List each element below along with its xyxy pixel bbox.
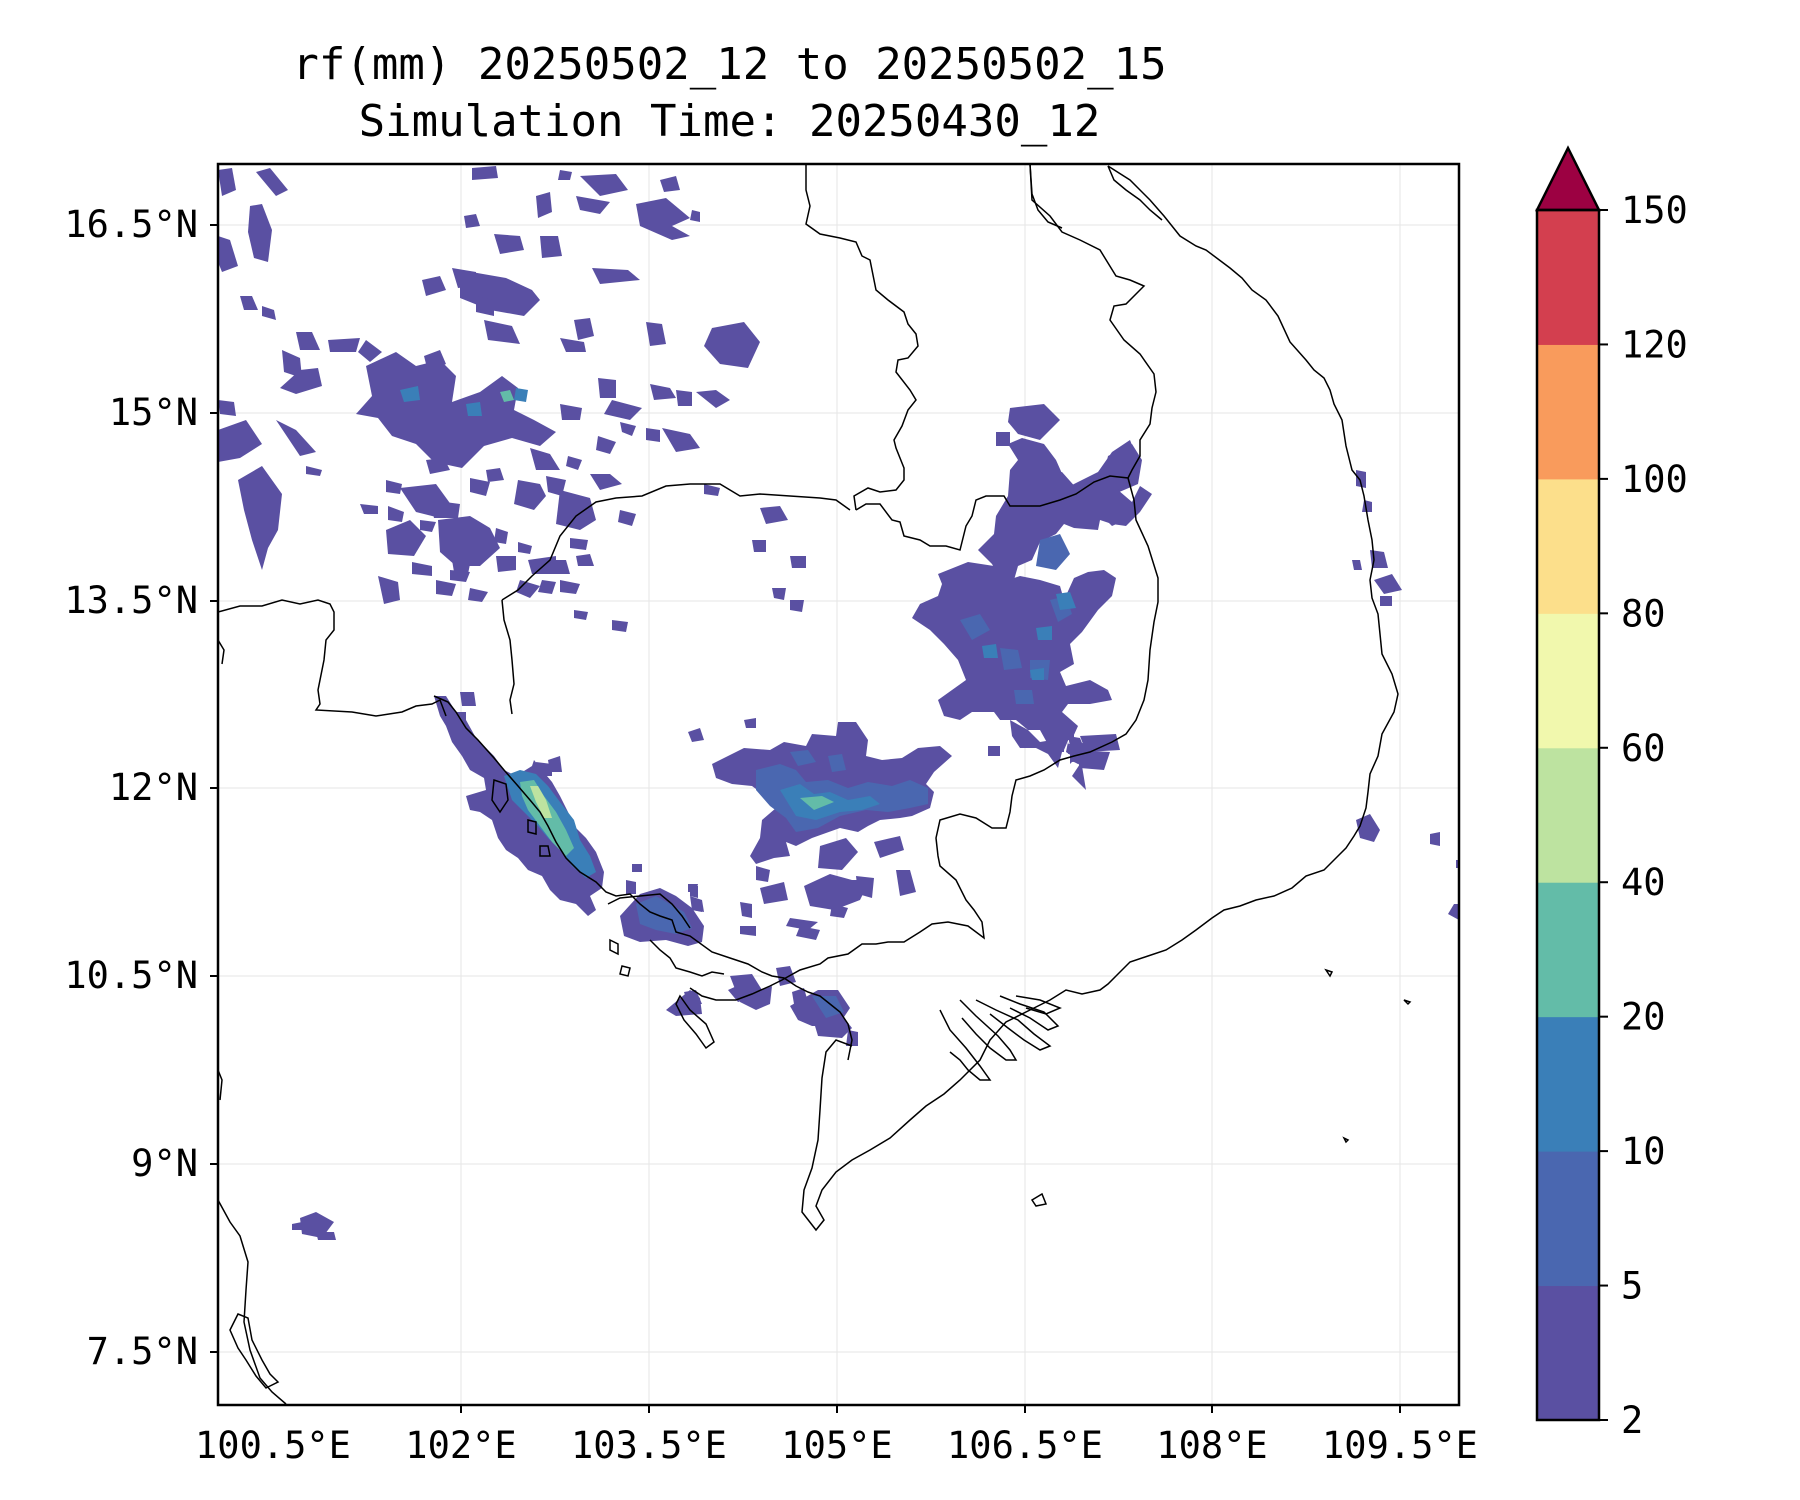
rain-area-thailand-cluster-inner xyxy=(400,386,528,416)
lon-tick-label: 106.5°E xyxy=(947,1424,1103,1467)
rain-core-coast-west xyxy=(530,786,552,818)
colorbar-segment xyxy=(1537,1016,1599,1152)
border-cambodia-laos xyxy=(689,475,1159,1001)
island-small-3 xyxy=(609,938,619,956)
border-vietnam-north xyxy=(1029,164,1063,229)
island-small-6 xyxy=(1324,968,1334,978)
colorbar-tick-label: 120 xyxy=(1621,323,1688,366)
colorbar-tick-label: 40 xyxy=(1621,861,1666,904)
lon-tick-label: 100.5°E xyxy=(195,1424,351,1467)
lat-tick-labels: 16.5°N 15°N 13.5°N 12°N 10.5°N 9°N 7.5°N xyxy=(64,203,198,1373)
coast-kampot-2 xyxy=(649,939,725,977)
colorbar-tick-label: 5 xyxy=(1621,1265,1643,1308)
coast-cambodia xyxy=(433,695,853,1061)
border-laos-thailand-east xyxy=(805,164,919,511)
colorbar-segment xyxy=(1537,478,1599,614)
rain-area-vietnam-east xyxy=(1074,734,1120,770)
lon-tick-label: 108°E xyxy=(1156,1424,1267,1467)
rain-core-cambodia xyxy=(800,796,834,810)
colorbar-segment xyxy=(1537,210,1599,345)
coast-vietnam xyxy=(801,165,1399,1232)
lat-tick-label: 7.5°N xyxy=(87,1330,198,1373)
rain-area-thailand-cluster-central xyxy=(356,268,720,632)
border-laos-vietnam xyxy=(1029,164,1157,479)
coast-gulf-west xyxy=(218,1069,223,1101)
island-small-2 xyxy=(539,845,551,857)
lat-tick-label: 16.5°N xyxy=(64,203,198,246)
map-coastlines-and-borders xyxy=(218,164,1412,1405)
border-thailand-cambodia xyxy=(218,599,447,717)
colorbar-segment xyxy=(1537,882,1599,1018)
rain-area-vietnam-highlands-inner xyxy=(960,534,1072,704)
colorbar-tick-label: 60 xyxy=(1621,727,1666,770)
island-small-4 xyxy=(619,965,631,977)
map-title-line2: Simulation Time: 20250430_12 xyxy=(358,96,1101,147)
border-thailand-laos xyxy=(501,483,851,601)
colorbar-segment xyxy=(1537,1151,1599,1287)
colorbar-segment xyxy=(1537,613,1599,749)
lon-tick-labels: 100.5°E 102°E 103.5°E 105°E 106.5°E 108°… xyxy=(195,1424,1478,1467)
lon-tick-label: 102°E xyxy=(405,1424,516,1467)
coast-phu-quoc xyxy=(675,994,715,1050)
colorbar-outline xyxy=(1535,208,1601,1422)
colorbar-tick-label: 2 xyxy=(1621,1399,1643,1442)
island-koh-kong xyxy=(491,778,509,814)
coast-mekong-delta-1 xyxy=(939,1009,992,1081)
lat-tick-label: 10.5°N xyxy=(64,954,198,997)
lat-tick-label: 9°N xyxy=(131,1142,198,1185)
coast-malay-inner xyxy=(229,1313,280,1389)
map-frame xyxy=(216,162,1461,1407)
lat-tick-label: 15°N xyxy=(109,391,198,434)
coast-mekong-delta-3 xyxy=(975,999,1052,1051)
map-tick-marks xyxy=(210,224,1401,1413)
lon-tick-label: 103.5°E xyxy=(571,1424,727,1467)
island-small-1 xyxy=(527,819,537,835)
rain-core-thailand xyxy=(500,390,514,402)
colorbar-tick-label: 150 xyxy=(1621,189,1688,232)
rain-area-gulf-of-thailand-inner xyxy=(636,896,844,1018)
colorbar-extend-triangle xyxy=(1534,145,1602,212)
coast-malay-peninsula xyxy=(218,1199,287,1405)
rain-area-vietnam-highlands-core xyxy=(982,592,1076,680)
lat-tick-label: 13.5°N xyxy=(64,579,198,622)
colorbar-segment xyxy=(1537,1285,1599,1421)
coast-gulf-west-2 xyxy=(218,639,225,665)
lon-tick-label: 105°E xyxy=(781,1424,892,1467)
border-laos-north xyxy=(1107,165,1163,221)
lat-tick-label: 12°N xyxy=(109,766,198,809)
colorbar-tick-label: 80 xyxy=(1621,592,1666,635)
colorbar-tick-label: 10 xyxy=(1621,1130,1666,1173)
island-small-7 xyxy=(1403,999,1412,1006)
map-title-line1: rf(mm) 20250502_12 to 20250502_15 xyxy=(292,39,1167,90)
island-small-8 xyxy=(1342,1136,1350,1144)
border-cambodia-thailand-south xyxy=(501,599,515,715)
colorbar: 2 5 10 20 40 60 80 100 120 150 xyxy=(1534,145,1688,1442)
coast-mekong-delta-5 xyxy=(1015,995,1062,1015)
coast-kampot xyxy=(607,893,691,929)
lon-tick-label: 109.5°E xyxy=(1322,1424,1478,1467)
colorbar-tick-label: 100 xyxy=(1621,458,1688,501)
colorbar-segment xyxy=(1537,344,1599,480)
colorbar-tick-label: 20 xyxy=(1621,996,1666,1039)
coast-mekong-delta-4 xyxy=(999,995,1060,1031)
colorbar-segment xyxy=(1537,747,1599,883)
coast-mekong-delta-2 xyxy=(959,999,1018,1061)
island-small-5 xyxy=(1030,1192,1048,1207)
